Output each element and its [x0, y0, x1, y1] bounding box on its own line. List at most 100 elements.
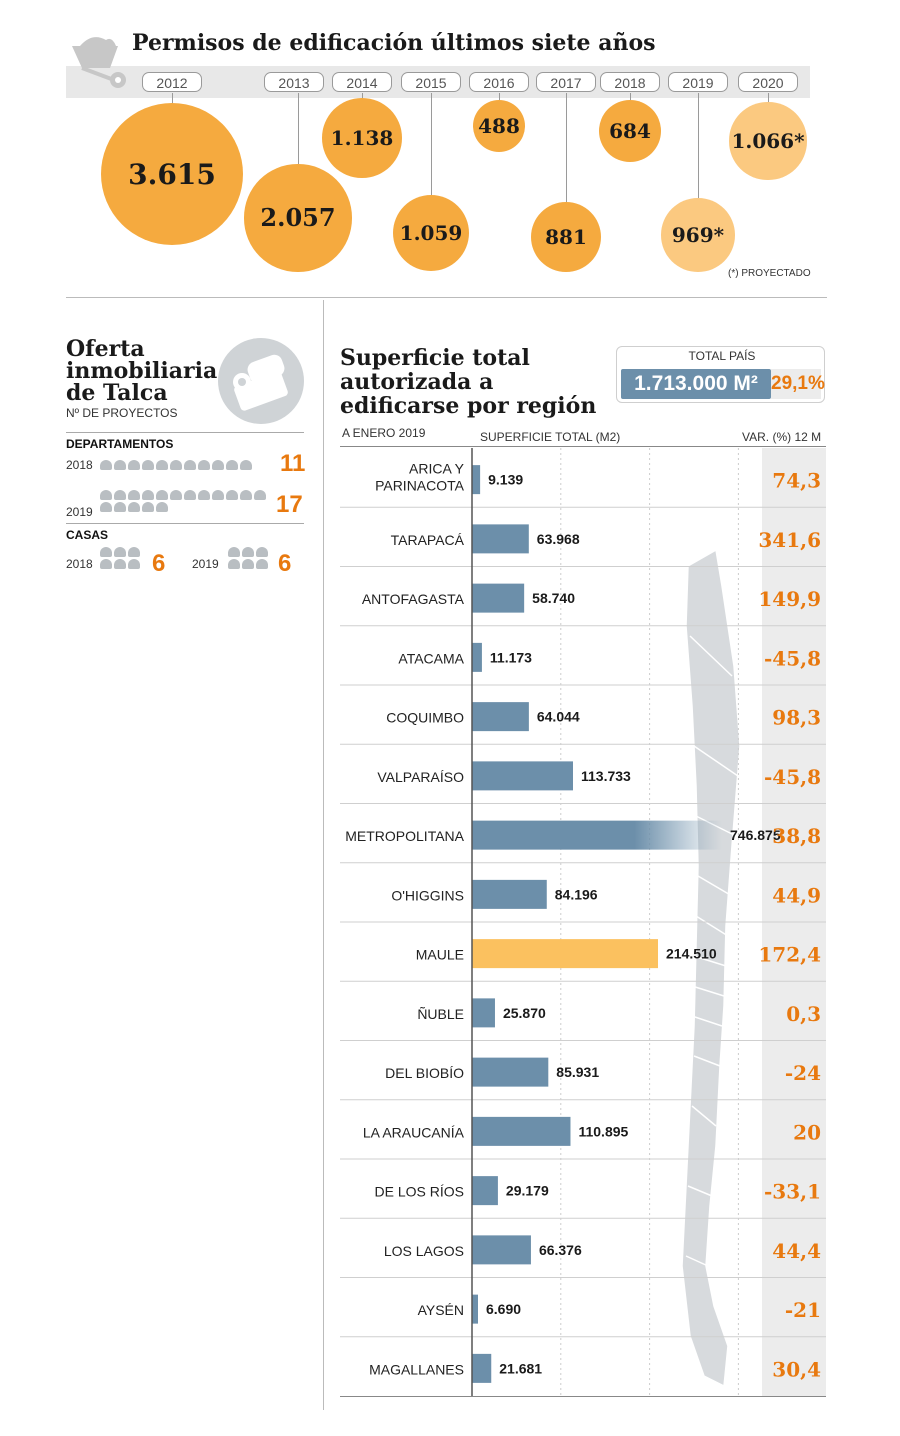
year-label: 2018 [66, 458, 93, 472]
year-label: 2013 [264, 72, 324, 92]
year-label: 2017 [536, 72, 596, 92]
surface-title: Superficie total autorizada a edificarse… [340, 345, 597, 419]
project-mark [128, 460, 140, 470]
bottom-rule [340, 1396, 826, 1397]
variation-label: -21 [785, 1298, 821, 1322]
year-stem [630, 93, 631, 101]
year-label: 2018 [66, 557, 93, 571]
permit-bubble: 969* [661, 198, 735, 272]
project-mark [198, 490, 210, 500]
project-mark [184, 490, 196, 500]
value-label: 11.173 [490, 649, 532, 665]
project-mark [212, 490, 224, 500]
variation-label: 0,3 [786, 1002, 821, 1026]
bar [472, 939, 658, 969]
year-label: 2019 [192, 557, 219, 571]
region-label: AYSÉN [418, 1302, 464, 1318]
departamentos-2019-count: 17 [276, 491, 303, 518]
project-mark [170, 490, 182, 500]
region-label: MAULE [416, 947, 464, 963]
project-mark [114, 490, 126, 500]
project-mark [228, 559, 240, 569]
permit-bubble: 2.057 [244, 164, 352, 272]
value-label: 110.895 [578, 1123, 628, 1139]
bar [472, 642, 482, 672]
project-mark [242, 559, 254, 569]
region-label: ATACAMA [398, 650, 464, 666]
value-label: 21.681 [499, 1360, 542, 1376]
bar [472, 820, 722, 850]
region-label: DE LOS RÍOS [375, 1184, 464, 1200]
region-label: ARICA Y [409, 461, 465, 477]
project-mark [100, 502, 112, 512]
project-mark [156, 460, 168, 470]
bar [472, 761, 573, 791]
casas-2019-marks [228, 547, 272, 569]
variation-label: 44,9 [772, 883, 821, 907]
variation-label: 44,4 [772, 1239, 821, 1263]
value-label: 746.875 [730, 827, 781, 843]
bar [472, 465, 481, 495]
region-label: ÑUBLE [417, 1006, 464, 1022]
variation-label: 74,3 [772, 469, 821, 493]
bar [472, 879, 547, 909]
variation-label: -33,1 [764, 1180, 821, 1204]
total-label: TOTAL PAÍS [688, 349, 756, 363]
variation-label: -45,8 [764, 765, 821, 789]
permit-bubble: 3.615 [101, 103, 243, 245]
column-header-variation: VAR. (%) 12 M [742, 430, 822, 444]
permit-bubble: 1.059 [392, 194, 470, 272]
region-label: COQUIMBO [386, 710, 464, 726]
project-mark [128, 547, 140, 557]
project-mark [242, 547, 254, 557]
project-mark [226, 460, 238, 470]
value-label: 25.870 [503, 1005, 546, 1021]
project-mark [240, 460, 252, 470]
year-label: 2012 [142, 72, 202, 92]
year-stem [698, 93, 699, 199]
year-stem [172, 93, 173, 103]
total-value: 1.713.000 M² [621, 369, 771, 399]
variation-label: 341,6 [758, 528, 821, 552]
column-header-surface: SUPERFICIE TOTAL (M2) [480, 430, 621, 444]
value-label: 85.931 [556, 1064, 599, 1080]
talca-title: Oferta inmobiliaria de Talca [66, 336, 218, 406]
departamentos-heading: DEPARTAMENTOS [66, 437, 174, 451]
year-label: 2014 [332, 72, 392, 92]
documents-icon [218, 338, 304, 424]
project-mark [114, 547, 126, 557]
region-label: PARINACOTA [375, 478, 465, 494]
bar [472, 1294, 478, 1324]
region-label: TARAPACÁ [391, 532, 465, 548]
bar [472, 1116, 571, 1146]
year-stem [768, 93, 769, 103]
year-label: 2015 [401, 72, 461, 92]
project-mark [228, 547, 240, 557]
bar [472, 1176, 498, 1206]
bar [472, 1235, 531, 1265]
project-mark [100, 490, 112, 500]
year-label: 2020 [738, 72, 798, 92]
departamentos-2018-marks [100, 460, 270, 470]
year-label: 2019 [66, 505, 93, 519]
variation-label: -45,8 [764, 646, 821, 670]
year-stem [298, 93, 299, 165]
variation-label: 172,4 [758, 943, 821, 967]
value-label: 113.733 [581, 768, 631, 784]
region-label: LA ARAUCANÍA [363, 1124, 465, 1140]
project-mark [100, 547, 112, 557]
variation-label: 20 [793, 1120, 821, 1144]
project-mark [226, 490, 238, 500]
year-stem [566, 93, 567, 202]
column-divider [323, 300, 324, 1410]
value-label: 64.044 [537, 709, 580, 725]
project-mark [142, 502, 154, 512]
bar [472, 1353, 492, 1383]
year-label: 2018 [600, 72, 660, 92]
year-label: 2019 [668, 72, 728, 92]
permit-bubble: 1.066* [729, 102, 807, 180]
year-stem [362, 93, 363, 99]
projected-note: (*) PROYECTADO [728, 268, 811, 279]
project-mark [114, 559, 126, 569]
